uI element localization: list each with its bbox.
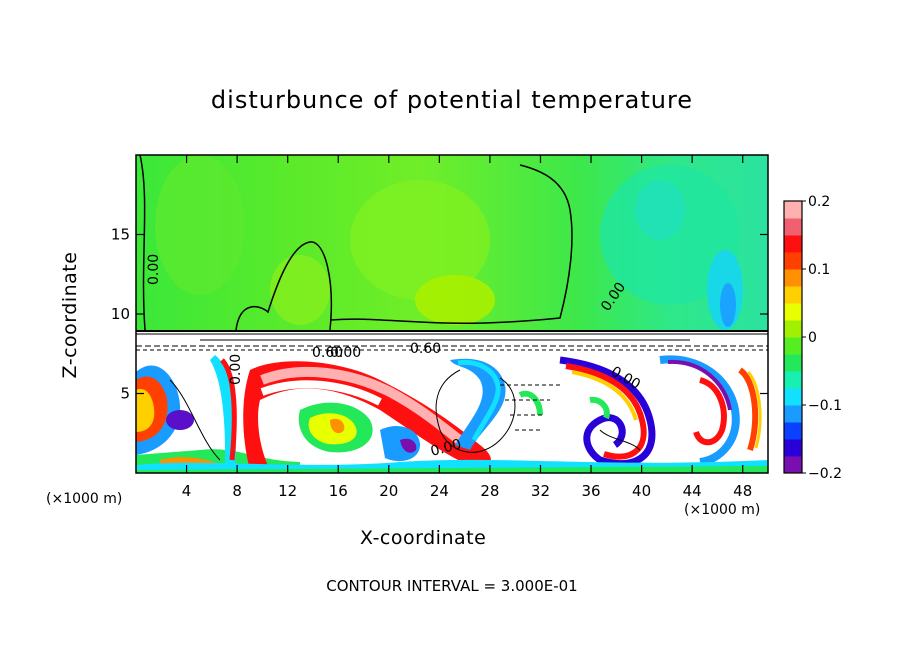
- heatmap-field: [136, 155, 768, 473]
- x-tick-label: 36: [581, 482, 600, 500]
- x-axis-label: X-coordinate: [360, 527, 487, 549]
- colorbar-swatch: [784, 303, 802, 321]
- colorbar-swatch: [784, 405, 802, 423]
- x-tick-label: 16: [329, 482, 348, 500]
- x-tick-label: 48: [733, 482, 752, 500]
- colorbar-tick-label: 0.2: [808, 194, 830, 210]
- x-tick-label: 24: [430, 482, 449, 500]
- colorbar-swatch: [784, 235, 802, 253]
- colorbar-tick-label: −0.2: [808, 466, 842, 482]
- contour-interval-note: CONTOUR INTERVAL = 3.000E-01: [326, 577, 578, 595]
- y-tick-label: 15: [111, 226, 130, 244]
- colorbar-swatch: [784, 201, 802, 219]
- y-tick-label: 5: [120, 385, 130, 403]
- x-tick-label: 20: [379, 482, 398, 500]
- contour-label: 0.00: [228, 354, 244, 385]
- x-tick-label: 40: [632, 482, 651, 500]
- colorbar-swatch: [784, 320, 802, 338]
- colorbar-swatch: [784, 439, 802, 457]
- y-axis-label: Z-coordinate: [59, 251, 81, 379]
- x-tick-label: 44: [683, 482, 702, 500]
- x-tick-label: 28: [480, 482, 499, 500]
- colorbar-swatch: [784, 388, 802, 406]
- colorbar-tick-label: −0.1: [808, 398, 842, 414]
- x-tick-label: 32: [531, 482, 550, 500]
- colorbar-swatch: [784, 354, 802, 372]
- colorbar-swatch: [784, 269, 802, 287]
- contour-label: 0.00: [330, 345, 361, 361]
- colorbar-swatch: [784, 337, 802, 355]
- colorbar-swatch: [784, 286, 802, 304]
- contour-label: 0.00: [146, 254, 162, 285]
- colorbar-swatch: [784, 456, 802, 474]
- colorbar-swatch: [784, 252, 802, 270]
- colorbar-swatch: [784, 371, 802, 389]
- contour-label: 0.00: [429, 436, 463, 460]
- x-unit-label-left: (×1000 m): [46, 491, 123, 507]
- x-tick-label: 12: [278, 482, 297, 500]
- x-unit-label-right: (×1000 m): [684, 502, 761, 518]
- contour-label: 0.60: [312, 345, 343, 361]
- x-tick-label: 8: [232, 482, 242, 500]
- x-tick-label: 4: [182, 482, 192, 500]
- y-tick-label: 10: [111, 305, 130, 323]
- contour-label: 0.60: [410, 341, 441, 357]
- colorbar-tick-label: 0.1: [808, 262, 830, 278]
- chart-title: disturbunce of potential temperature: [210, 86, 694, 114]
- colorbar-tick-label: 0: [808, 330, 817, 346]
- colorbar-swatch: [784, 422, 802, 440]
- colorbar-swatch: [784, 218, 802, 236]
